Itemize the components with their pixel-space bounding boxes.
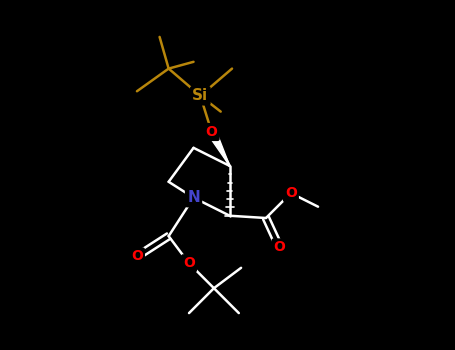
Polygon shape [207,130,230,166]
Text: O: O [273,240,285,254]
Text: O: O [206,125,217,139]
Text: N: N [187,190,200,205]
Text: O: O [131,250,143,264]
Text: O: O [183,256,195,270]
Text: Si: Si [192,88,208,103]
Text: O: O [285,186,297,200]
